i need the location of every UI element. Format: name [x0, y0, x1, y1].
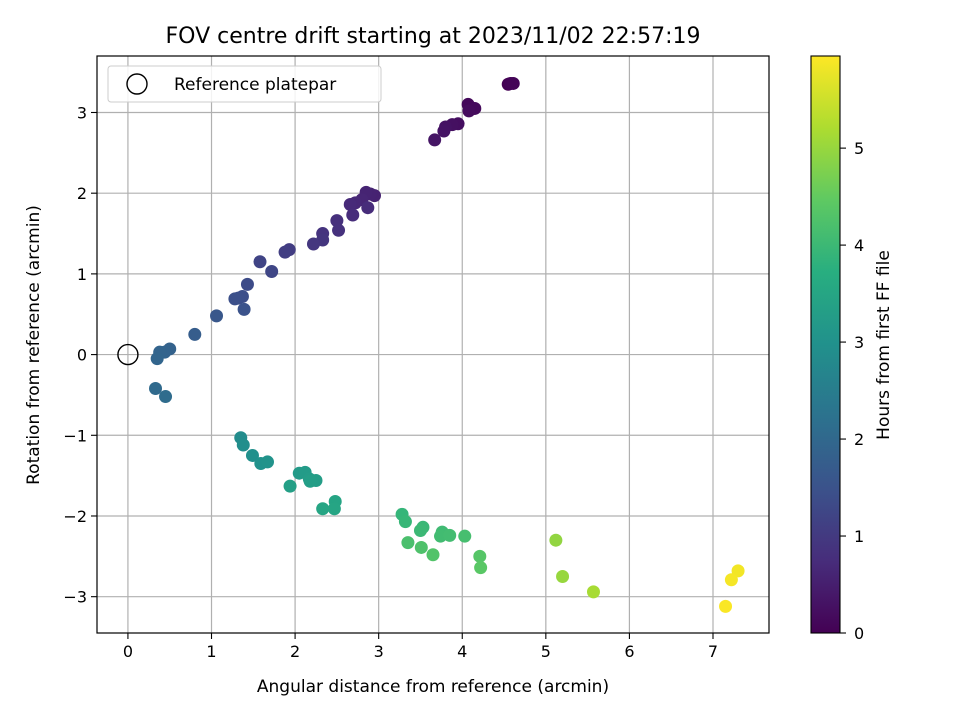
colorbar-tick-label: 5	[854, 139, 864, 158]
scatter-point	[188, 327, 202, 341]
scatter-point	[414, 540, 428, 554]
scatter-point	[346, 208, 360, 222]
scatter-point	[150, 352, 164, 366]
legend-marker-open-circle-icon	[126, 73, 148, 95]
scatter-point	[719, 599, 733, 613]
colorbar-tick-label: 3	[854, 333, 864, 352]
scatter-point	[413, 524, 427, 538]
colorbar-tick-label: 1	[854, 527, 864, 546]
scatter-point	[586, 585, 600, 599]
scatter-point	[343, 197, 357, 211]
scatter-point	[265, 264, 279, 278]
scatter-point	[237, 302, 251, 316]
scatter-point	[361, 201, 375, 215]
y-tick-label: 1	[77, 265, 87, 284]
grid-lines	[97, 56, 769, 633]
scatter-point	[210, 309, 224, 323]
colorbar-tick-label: 2	[854, 430, 864, 449]
scatter-point	[245, 448, 259, 462]
scatter-point	[240, 277, 254, 291]
legend: Reference platepar	[107, 65, 382, 103]
y-tick-label: −3	[63, 588, 87, 607]
legend-entry-label: Reference platepar	[174, 75, 336, 95]
scatter-point	[437, 124, 451, 138]
x-tick-label: 3	[374, 642, 384, 661]
scatter-points	[149, 76, 745, 613]
scatter-point	[474, 561, 488, 575]
scatter-point	[443, 528, 457, 542]
colorbar	[810, 55, 841, 634]
x-ticks: 0 1 2 3 4 5 6 7	[123, 633, 718, 661]
scatter-point	[306, 237, 320, 251]
x-tick-label: 4	[457, 642, 467, 661]
scatter-point	[330, 214, 344, 228]
scatter-point	[398, 515, 412, 529]
scatter-point	[283, 479, 297, 493]
scatter-point	[228, 292, 242, 306]
y-tick-label: 2	[77, 184, 87, 203]
colorbar-tick-label: 0	[854, 624, 864, 643]
y-axis-label: Rotation from reference (arcmin)	[24, 205, 44, 485]
scatter-point	[278, 245, 292, 259]
x-tick-label: 0	[123, 642, 133, 661]
scatter-point	[401, 536, 415, 550]
scatter-point	[253, 255, 267, 269]
scatter-point	[473, 549, 487, 563]
x-tick-label: 2	[290, 642, 300, 661]
scatter-point	[426, 548, 440, 562]
scatter-point	[236, 438, 250, 452]
reference-point-layer	[117, 343, 139, 366]
y-tick-label: 0	[77, 346, 87, 365]
colorbar-tick-label: 4	[854, 236, 864, 255]
legend-box	[107, 65, 382, 103]
scatter-point	[458, 529, 472, 543]
scatter-point	[549, 533, 563, 547]
colorbar-label: Hours from first FF file	[874, 250, 894, 440]
x-tick-label: 1	[206, 642, 216, 661]
scatter-point	[159, 390, 173, 404]
scatter-point	[316, 502, 330, 516]
reference-platepar-point	[117, 343, 139, 366]
x-tick-label: 5	[541, 642, 551, 661]
scatter-point	[149, 381, 163, 395]
x-tick-label: 6	[624, 642, 634, 661]
plot-frame	[96, 55, 770, 634]
scatter-point	[462, 104, 476, 118]
scatter-point	[261, 455, 275, 469]
y-tick-label: −1	[63, 426, 87, 445]
scatter-point	[428, 133, 442, 147]
y-tick-label: −2	[63, 507, 87, 526]
scatter-point	[556, 570, 570, 584]
scatter-point	[731, 564, 745, 578]
y-tick-label: 3	[77, 103, 87, 122]
chart-title: FOV centre drift starting at 2023/11/02 …	[166, 24, 701, 49]
scatter-point	[724, 573, 738, 587]
x-axis-label: Angular distance from reference (arcmin)	[257, 677, 609, 697]
x-tick-label: 7	[708, 642, 718, 661]
colorbar-ticks: 0 1 2 3 4 5	[840, 139, 864, 643]
scatter-point	[303, 474, 317, 488]
scatter-point	[506, 76, 520, 90]
scatter-point	[332, 223, 346, 237]
y-ticks: −3 −2 −1 0 1 2 3	[63, 103, 97, 607]
scatter-point	[327, 502, 341, 516]
